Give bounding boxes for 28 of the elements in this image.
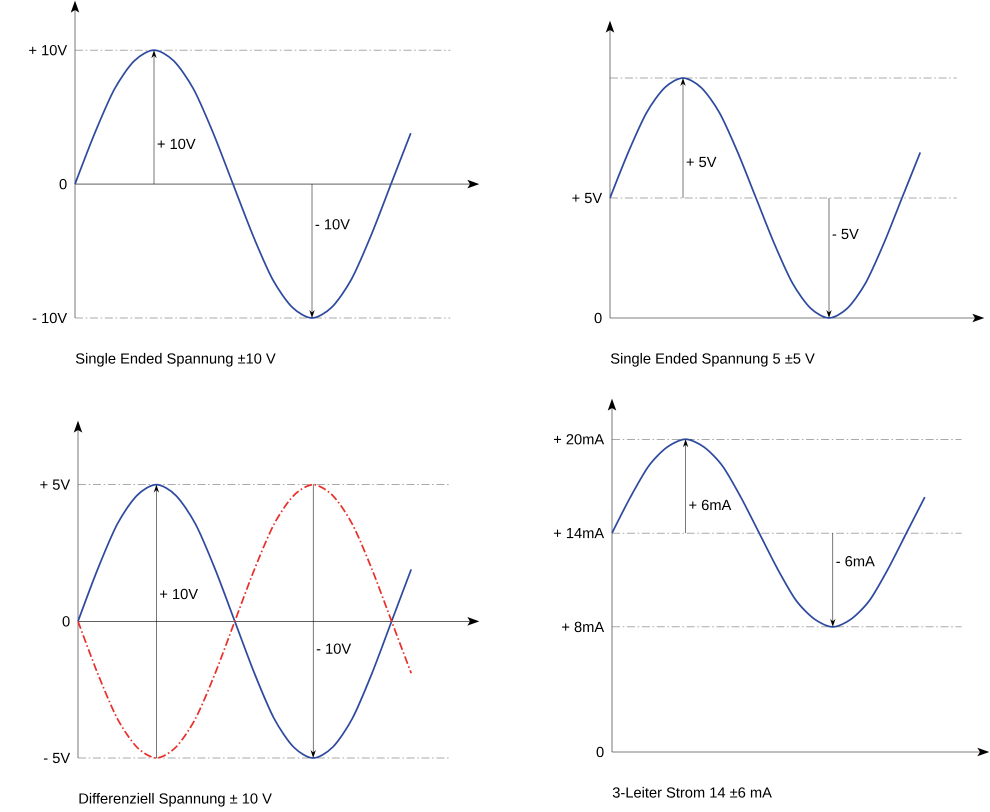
annotation: + 6mA [689,500,732,510]
text: 3-Leiter Strom 14 ±6 mA [612,786,772,798]
line-series [609,77,922,319]
y-tick-label: + 8mA [562,622,604,632]
y-tick-label: 0 [60,178,67,190]
y-tick-label: + 10V [29,44,68,56]
annotation: - 6mA [836,556,875,566]
y-tick-label: 0 [62,616,70,627]
line-series [74,49,412,319]
y-tick-label: + 14mA [554,528,604,538]
y-tick-label: - 10V [32,312,68,324]
annotation: + 10V [160,588,198,600]
annotation: + 5V [686,156,716,168]
y-tick-label: + 5V [572,192,602,204]
y-tick-label: + 20mA [554,434,604,444]
y-tick-label: + 5V [40,480,70,490]
y-tick-label: - 5V [44,752,70,764]
y-tick-label: 0 [594,312,602,324]
text: Differenziell Spannung ± 10 V [79,792,272,807]
annotation: - 5V [832,228,859,240]
line-series [77,484,412,759]
annotation: - 10V [316,219,350,230]
y-tick-label: 0 [596,746,604,758]
line-series [611,438,926,628]
text: Single Ended Spannung 5 ±5 V [610,352,815,367]
annotation: - 10V [316,643,352,654]
annotation: + 10V [158,138,196,150]
text: Single Ended Spannung ±10 V [76,352,276,367]
